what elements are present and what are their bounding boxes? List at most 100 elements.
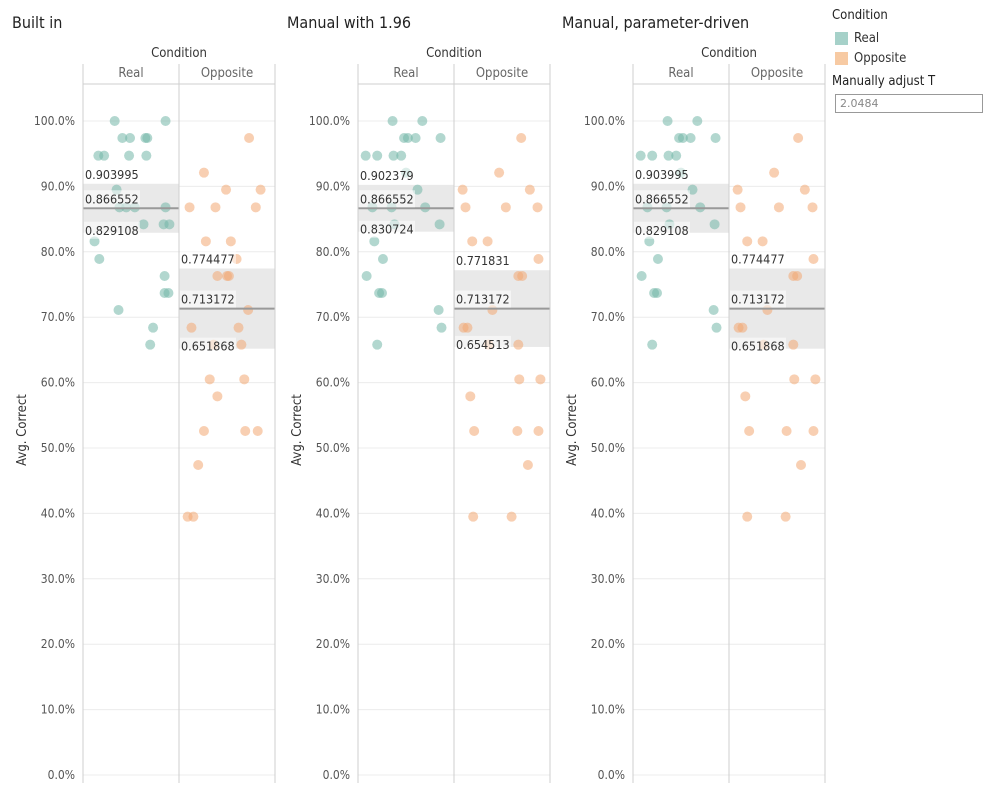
panel-3-tick-label: 40.0% — [591, 506, 625, 520]
panel-1-tick-label: 10.0% — [41, 703, 75, 717]
panel-1-point-real — [163, 288, 174, 299]
panel-3-point-real — [644, 236, 655, 247]
panel-3-tick-label: 20.0% — [591, 637, 625, 651]
panel-3-point-opposite — [780, 511, 791, 522]
panel-3-tick-label: 50.0% — [591, 441, 625, 455]
parameter-label: Manually adjust T — [832, 74, 936, 89]
panel-2-point-opposite — [494, 167, 505, 178]
panel-1-col-header-opposite: Opposite — [201, 66, 253, 81]
legend-item-opposite[interactable]: Opposite — [832, 48, 987, 68]
panel-3-ref-label-mean-opposite: 0.713172 — [731, 292, 785, 307]
panel-2-title: Manual with 1.96 — [287, 13, 411, 32]
panel-1-y-axis-label: Avg. Correct — [15, 394, 30, 466]
panel-1-point-opposite — [200, 236, 211, 247]
panel-2-ref-label-bg — [359, 190, 415, 208]
panel-2-point-opposite — [465, 391, 476, 402]
legend-item-real[interactable]: Real — [832, 28, 987, 48]
panel-1-point-real — [159, 270, 170, 281]
panel-1-point-real — [117, 133, 128, 144]
panel-3-ref-label-lower-opposite: 0.651868 — [731, 339, 785, 354]
panel-3-point-opposite — [732, 184, 743, 195]
panel-2-ref-label-bg — [359, 220, 415, 238]
panel-3-point-opposite — [796, 460, 806, 471]
panel-3-ref-label-bg — [634, 165, 690, 183]
legend-title: Condition — [832, 8, 888, 23]
panel-2-point-real — [369, 236, 380, 247]
panel-1-ref-label-mean-opposite: 0.713172 — [181, 292, 235, 307]
panel-3-point-opposite — [769, 167, 780, 178]
panel-3-point-real — [647, 150, 658, 161]
panel-2-tick-label: 90.0% — [316, 179, 350, 193]
panel-2-point-real — [360, 150, 371, 161]
panel-2-point-real — [396, 150, 407, 161]
panel-2-point-real — [372, 339, 383, 350]
panel-1-point-opposite — [198, 167, 209, 178]
panel-2-tick-label: 80.0% — [316, 245, 350, 259]
panel-2-point-opposite — [506, 511, 517, 522]
panel-1-ref-label-upper-opposite: 0.774477 — [181, 251, 235, 266]
panel-1-title: Built in — [12, 13, 62, 32]
panel-2-point-opposite — [500, 202, 511, 213]
panel-2-point-real — [388, 150, 399, 161]
panel-3-ref-label-bg — [730, 337, 786, 355]
panel-2-point-opposite — [469, 425, 480, 436]
panel-1-tick-label: 80.0% — [41, 245, 75, 259]
panel-3-point-opposite — [810, 374, 821, 385]
panel-3-point-real — [635, 150, 646, 161]
panel-2-ref-label-bg — [455, 335, 511, 353]
panel-1-point-opposite — [243, 305, 254, 316]
panel-2-point-opposite — [457, 184, 468, 195]
panel-3-ref-label-bg — [730, 250, 786, 268]
panel-1-point-real — [148, 322, 159, 333]
panel-1-point-opposite — [186, 322, 197, 333]
panel-1-point-real — [138, 219, 149, 230]
panel-2-ref-label-upper-real: 0.902379 — [360, 168, 414, 183]
panel-3-point-real — [652, 288, 662, 299]
panel-2-point-real — [435, 133, 446, 144]
panel-3-point-real — [671, 150, 682, 161]
panel-3-tick-label: 60.0% — [591, 376, 625, 390]
panel-2-point-real — [434, 219, 445, 230]
panel-1-point-opposite — [212, 270, 223, 281]
panel-3-point-real — [709, 219, 720, 230]
panel-1-tick-label: 20.0% — [41, 637, 75, 651]
panel-2-point-opposite — [524, 184, 535, 195]
panel-1-tick-label: 70.0% — [41, 310, 75, 324]
legend-label-real: Real — [854, 30, 880, 46]
panel-3-point-real — [711, 322, 722, 333]
panel-3-col-header-real: Real — [668, 66, 693, 81]
panel-2-point-real — [402, 133, 413, 144]
panel-1-point-opposite — [244, 133, 255, 144]
panel-1-point-opposite — [198, 425, 209, 436]
panel-2-tick-label: 30.0% — [316, 572, 350, 586]
panel-3-point-real — [663, 150, 674, 161]
parameter-t-input[interactable] — [835, 94, 983, 113]
panel-2-col-header-real: Real — [393, 66, 418, 81]
panel-1-ref-label-upper-real: 0.903995 — [85, 167, 139, 182]
panel-3-point-real — [710, 133, 721, 144]
panel-1-tick-label: 30.0% — [41, 572, 75, 586]
panel-1-point-opposite — [193, 460, 204, 471]
panel-3-point-opposite — [740, 391, 751, 402]
panel-3-tick-label: 10.0% — [591, 703, 625, 717]
panel-2-point-real — [417, 116, 428, 126]
panel-1-point-opposite — [210, 202, 221, 213]
panel-1-point-opposite — [223, 270, 234, 281]
panel-3-y-axis-label: Avg. Correct — [565, 394, 580, 466]
panel-3-tick-label: 90.0% — [591, 179, 625, 193]
panel-3-point-opposite — [757, 236, 768, 247]
panel-3-ref-label-upper-real: 0.903995 — [635, 167, 689, 182]
panel-2-point-opposite — [467, 236, 478, 247]
panel-1-point-real — [113, 305, 124, 316]
panel-3-point-opposite — [799, 184, 810, 195]
panel-3-ref-label-mean-real: 0.866552 — [635, 191, 689, 206]
panel-1-point-opposite — [252, 425, 263, 436]
panel-3-point-opposite — [781, 425, 792, 436]
panel-1-point-real — [124, 150, 135, 161]
panel-1-point-opposite — [184, 202, 195, 213]
panel-1-ref-label-lower-opposite: 0.651868 — [181, 339, 235, 354]
panel-1-ref-label-lower-real: 0.829108 — [85, 223, 139, 238]
panel-2-ref-label-bg — [455, 252, 511, 270]
panel-1-tick-label: 60.0% — [41, 376, 75, 390]
panel-2-point-opposite — [516, 133, 527, 144]
